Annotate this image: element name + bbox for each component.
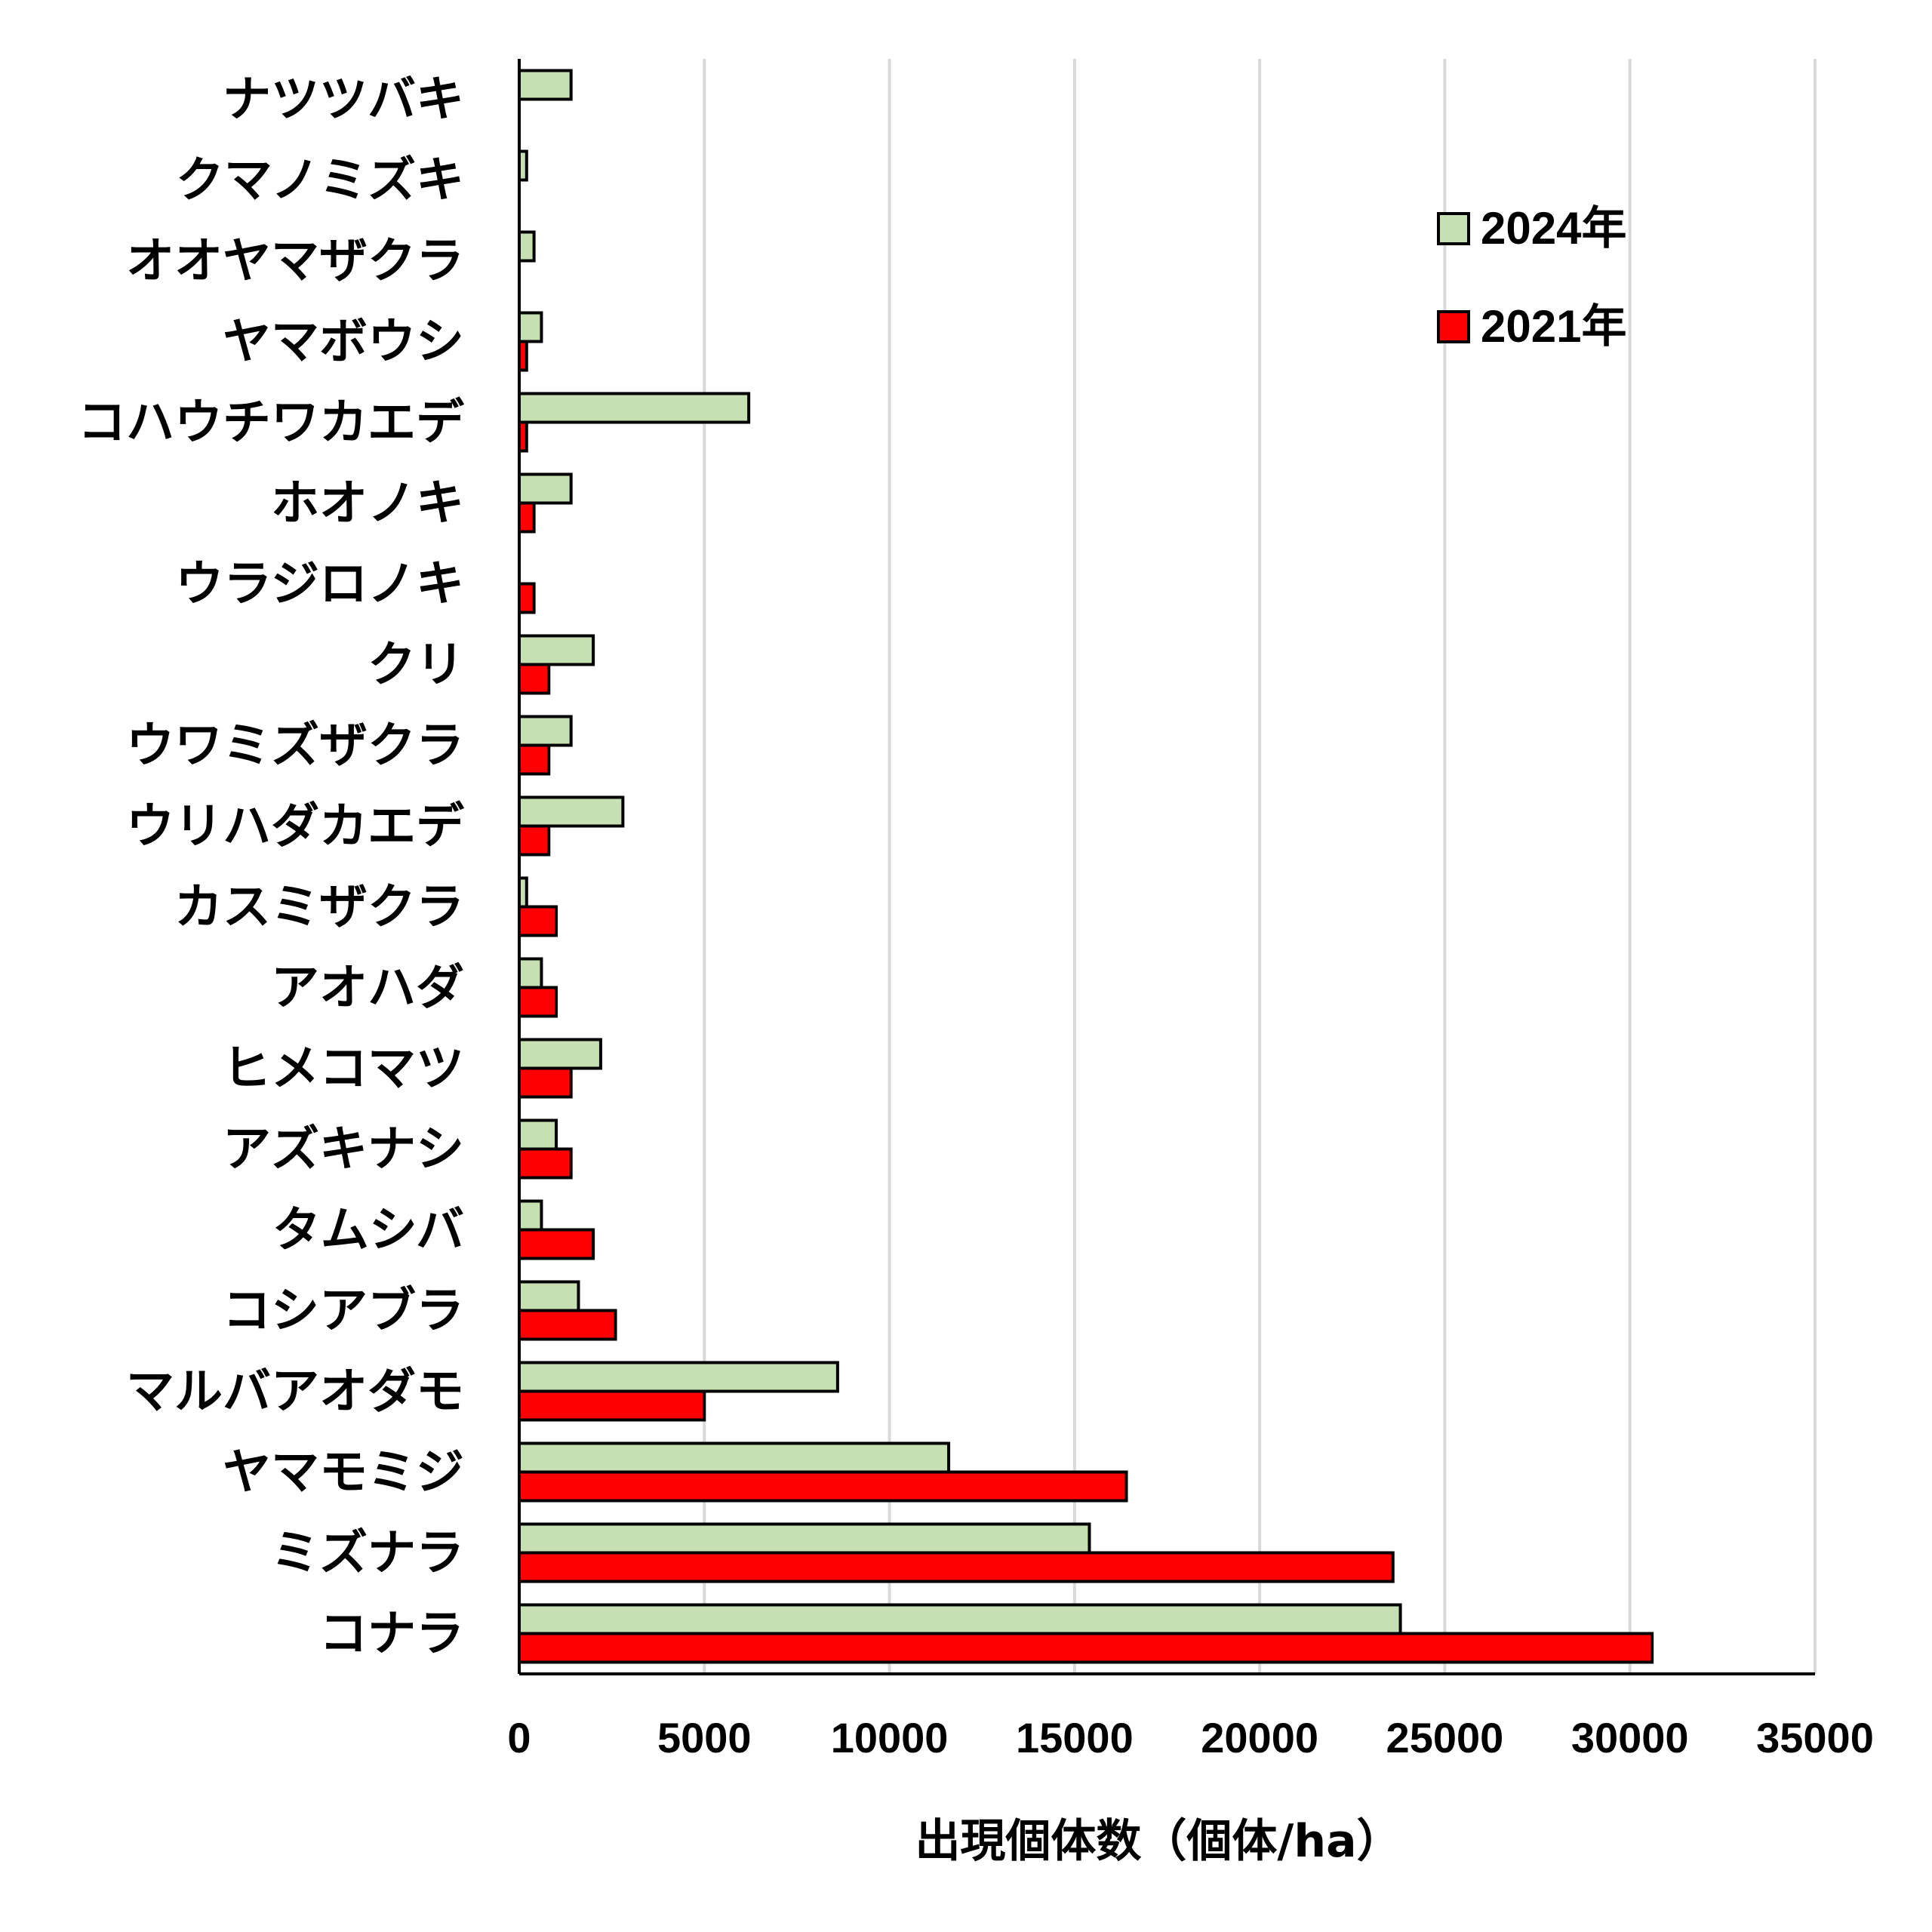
x-axis-title: 出現個体数（個体/ha） xyxy=(915,1815,1401,1868)
bar-series-2 xyxy=(518,1551,1395,1583)
bar-series-2 xyxy=(518,743,551,776)
bar-series-2 xyxy=(518,1309,617,1341)
category-label: コナラ xyxy=(319,1607,464,1663)
legend-label: 2021年 xyxy=(1481,301,1626,352)
bar-series-1 xyxy=(518,311,543,343)
category-label: クリ xyxy=(368,638,464,694)
bar-series-1 xyxy=(518,715,573,747)
bar-series-1 xyxy=(518,634,595,666)
bar-series-2 xyxy=(518,1228,595,1260)
category-label: カスミザクラ xyxy=(174,880,464,936)
category-label: クマノミズキ xyxy=(176,153,464,209)
bar-series-2 xyxy=(518,824,551,857)
axes xyxy=(518,59,1815,1675)
bar-series-1 xyxy=(518,392,751,424)
category-label: ウワミズザクラ xyxy=(126,718,464,774)
bar-series-1 xyxy=(518,230,536,263)
category-label: アオハダ xyxy=(271,961,464,1017)
category-label: コシアブラ xyxy=(223,1284,464,1340)
bar-series-1 xyxy=(518,957,543,989)
bar-series-1 xyxy=(518,1522,1091,1555)
bar-series-2 xyxy=(518,1389,706,1422)
category-label: ナツツバキ xyxy=(223,72,464,128)
x-tick-label: 20000 xyxy=(1201,1714,1318,1761)
bar-series-1 xyxy=(518,1118,558,1151)
x-tick-label: 5000 xyxy=(657,1714,752,1761)
bar-series-1 xyxy=(518,472,573,505)
category-label: コハウチワカエデ xyxy=(78,395,465,451)
category-label: マルバアオダモ xyxy=(126,1364,464,1420)
bar-series-2 xyxy=(518,905,558,937)
bar-series-1 xyxy=(518,1603,1402,1635)
bar-series-1 xyxy=(518,1199,543,1232)
bar-series-1 xyxy=(518,1441,951,1474)
category-label: ウリハダカエデ xyxy=(126,799,465,855)
gridlines xyxy=(703,59,1817,1674)
legend-label: 2024年 xyxy=(1481,203,1626,254)
bar-series-2 xyxy=(518,501,536,534)
bar-series-2 xyxy=(518,1066,573,1099)
x-tick-label: 35000 xyxy=(1756,1714,1874,1761)
category-label: ヤマモミジ xyxy=(223,1445,464,1501)
x-tick-label: 0 xyxy=(507,1714,531,1761)
x-tick-labels: 0 5000 10000 15000 20000 25000 30000 35000 xyxy=(507,1714,1873,1761)
x-tick-label: 10000 xyxy=(831,1714,949,1761)
bars xyxy=(518,69,1654,1664)
category-label: オオヤマザクラ xyxy=(126,234,464,290)
legend: 2024年 2021年 xyxy=(1437,203,1626,352)
bar-series-2 xyxy=(518,1470,1128,1503)
category-label: タムシバ xyxy=(272,1203,464,1259)
category-label: ウラジロノキ xyxy=(175,557,464,613)
bar-series-2 xyxy=(518,986,558,1018)
bar-series-2 xyxy=(518,1632,1654,1664)
bar-series-1 xyxy=(518,1361,839,1393)
bar-series-1 xyxy=(518,795,625,828)
x-tick-label: 25000 xyxy=(1386,1714,1504,1761)
category-label: ヒメコマツ xyxy=(223,1041,464,1097)
bar-series-2 xyxy=(518,1147,573,1180)
legend-swatch xyxy=(1437,212,1470,245)
category-label: アズキナシ xyxy=(223,1122,464,1178)
category-label: ミズナラ xyxy=(271,1526,464,1582)
x-tick-label: 15000 xyxy=(1016,1714,1134,1761)
category-labels: ナツツバキクマノミズキオオヤマザクラヤマボウシコハウチワカエデホオノキウラジロノ… xyxy=(78,72,465,1663)
legend-swatch xyxy=(1437,310,1470,343)
bar-series-2 xyxy=(518,582,536,614)
category-label: ホオノキ xyxy=(271,476,464,532)
category-label: ヤマボウシ xyxy=(223,315,464,371)
bar-series-1 xyxy=(518,1280,580,1312)
bar-series-1 xyxy=(518,69,573,101)
bar-series-1 xyxy=(518,1038,602,1070)
x-tick-label: 30000 xyxy=(1571,1714,1689,1761)
bar-series-2 xyxy=(518,663,551,695)
